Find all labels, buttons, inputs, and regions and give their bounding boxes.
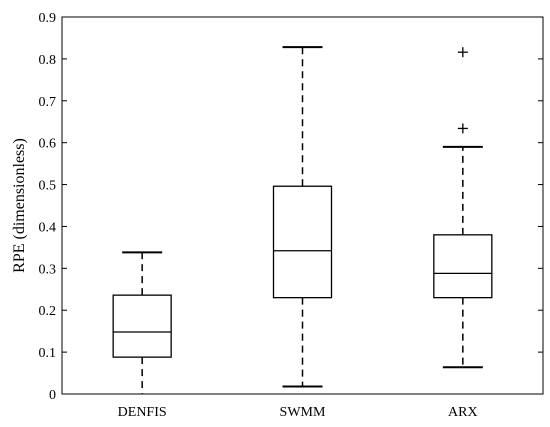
y-tick-label: 0.8: [39, 53, 57, 68]
box-denfis: [112, 251, 172, 394]
category-labels: DENFIS SWMM ARX: [118, 405, 478, 420]
iqr-box: [433, 234, 493, 299]
y-tick-label: 0: [49, 388, 56, 403]
y-tick-label: 0.3: [39, 262, 57, 277]
plot-frame: [61, 16, 544, 395]
y-axis-title: RPE (dimensionless): [11, 138, 28, 273]
y-tick-label: 0.9: [39, 11, 57, 26]
y-tick-label: 0.1: [39, 346, 57, 361]
category-label: DENFIS: [118, 405, 167, 420]
outlier-marker: [457, 123, 468, 134]
category-label: SWMM: [280, 405, 326, 420]
outlier-marker: [457, 47, 468, 58]
iqr-box: [272, 185, 333, 299]
y-tick-label: 0.7: [39, 95, 57, 110]
category-label: ARX: [448, 405, 478, 420]
y-tick-label: 0.5: [39, 179, 57, 194]
box-arx: [433, 47, 493, 369]
y-axis-title-group: RPE (dimensionless): [11, 138, 28, 273]
boxes: [112, 46, 493, 394]
y-tick-label: 0.2: [39, 304, 57, 319]
y-tick-label: 0.4: [39, 220, 57, 235]
iqr-box: [112, 294, 172, 358]
box-swmm: [272, 46, 333, 388]
y-ticks: 0 0.1 0.2 0.3 0.4 0.5 0.6 0.7 0.8 0.9: [39, 11, 543, 403]
y-tick-label: 0.6: [39, 137, 57, 152]
